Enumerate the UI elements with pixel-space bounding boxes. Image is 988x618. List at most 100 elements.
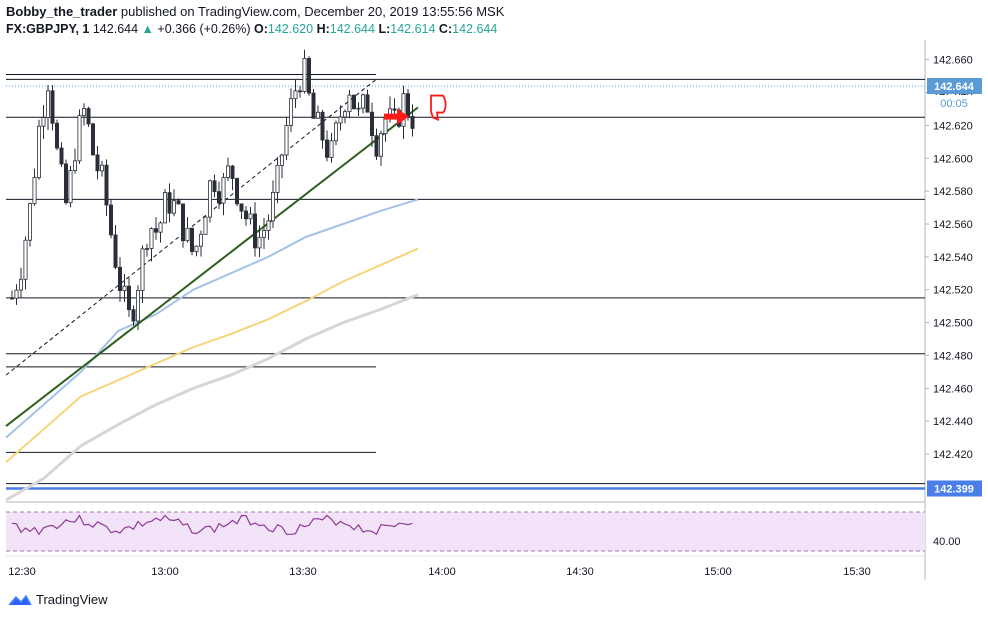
support-price-tag-bg: [927, 480, 982, 497]
candle-body: [127, 285, 132, 311]
candle-body: [50, 90, 55, 124]
candle-body: [27, 203, 32, 241]
candle-body: [333, 122, 338, 142]
high-key: H:: [316, 22, 330, 36]
candle-body: [144, 248, 149, 250]
candle-body: [23, 239, 28, 280]
candle-body: [324, 139, 329, 158]
x-tick-label: 13:30: [289, 566, 317, 578]
candle-body: [86, 108, 91, 125]
y-tick-label: 142.600: [933, 153, 973, 165]
x-tick-label: 12:30: [8, 566, 36, 578]
candle-body: [288, 98, 293, 126]
candle-body: [365, 94, 370, 113]
publication-header: Bobby_the_trader published on TradingVie…: [6, 4, 504, 20]
x-tick-label: 15:30: [843, 566, 871, 578]
last-price-tag: 142.644: [934, 81, 975, 93]
candle-body: [55, 122, 60, 149]
y-tick-label: 142.520: [933, 285, 973, 297]
candle-body: [180, 203, 185, 242]
symbol-label[interactable]: FX:GBPJPY, 1: [6, 22, 90, 36]
candle-body: [369, 111, 374, 137]
candle-body: [113, 234, 118, 268]
countdown-tag-bg: [927, 95, 982, 111]
y-tick-label: 142.460: [933, 383, 973, 395]
candle-body: [216, 191, 221, 204]
y-tick-label: 142.560: [933, 219, 973, 231]
candle-body: [248, 213, 253, 220]
candle-body: [140, 248, 145, 291]
candle-body: [149, 228, 154, 249]
candle-body: [18, 278, 23, 291]
x-tick-label: 15:00: [704, 566, 732, 578]
candle-body: [279, 154, 284, 166]
y-tick-label: 142.500: [933, 318, 973, 330]
candle-body: [410, 116, 415, 129]
candle-body: [73, 160, 78, 171]
candle-body: [104, 164, 109, 206]
thumbs-down-icon: [430, 94, 447, 121]
candle-body: [239, 203, 244, 212]
candle-body: [118, 266, 123, 292]
candle-body: [41, 117, 46, 127]
candle-body: [82, 108, 87, 116]
candle-body: [293, 90, 298, 100]
x-tick-label: 14:30: [566, 566, 594, 578]
candle-body: [212, 180, 217, 193]
candle-body: [315, 111, 320, 119]
candle-body: [158, 222, 163, 233]
candle-body: [234, 178, 239, 205]
candle-body: [32, 177, 37, 205]
y-tick-label: 142.620: [933, 120, 973, 132]
y-tick-label: 142.660: [933, 55, 973, 67]
author-name[interactable]: Bobby_the_trader: [6, 4, 118, 19]
candle-body: [100, 164, 105, 172]
high-value: 142.644: [329, 22, 375, 36]
candle-body: [221, 177, 226, 204]
y-tick-label: 142.480: [933, 350, 973, 362]
open-key: O:: [254, 22, 268, 36]
dashed-trend-line[interactable]: [5, 79, 377, 376]
candle-body: [46, 90, 51, 118]
candle-body: [131, 309, 136, 322]
moving-average-line: [5, 198, 419, 439]
uptrend-line[interactable]: [5, 106, 419, 427]
candle-body: [109, 204, 114, 236]
candle-body: [401, 93, 406, 127]
candle-body: [225, 165, 230, 178]
countdown-tag: 00:05: [940, 98, 968, 110]
candle-body: [266, 220, 271, 231]
candle-body: [243, 210, 248, 220]
tradingview-brand: TradingView: [36, 592, 108, 607]
moving-average-line: [5, 293, 419, 502]
candle-body: [306, 58, 311, 94]
tradingview-logo[interactable]: TradingView: [8, 592, 108, 607]
rsi-line: [11, 514, 413, 536]
candle-body: [360, 94, 365, 109]
candle-body: [59, 147, 64, 165]
candle-body: [77, 115, 82, 162]
red-arrow-icon: [384, 108, 409, 125]
candle-body: [207, 180, 212, 218]
y-tick-label: 142.540: [933, 252, 973, 264]
close-value: 142.644: [452, 22, 498, 36]
candle-body: [374, 135, 379, 157]
x-tick-label: 14:00: [428, 566, 456, 578]
candle-body: [189, 227, 194, 252]
candle-body: [171, 200, 176, 214]
candle-body: [91, 123, 96, 156]
candle-body: [252, 213, 257, 249]
candle-body: [122, 285, 127, 292]
candle-body: [284, 124, 289, 156]
candle-body: [311, 92, 316, 119]
low-value: 142.614: [390, 22, 436, 36]
candle-body: [378, 133, 383, 157]
rsi-level-label: 40.00: [933, 536, 961, 548]
candle-body: [185, 227, 190, 242]
x-tick-label: 13:00: [151, 566, 179, 578]
y-tick-label: 142.580: [933, 186, 973, 198]
quote-line: FX:GBPJPY, 1 142.644 ▲ +0.366 (+0.26%) O…: [6, 21, 497, 37]
candle-body: [329, 140, 334, 158]
candle-body: [347, 94, 352, 113]
